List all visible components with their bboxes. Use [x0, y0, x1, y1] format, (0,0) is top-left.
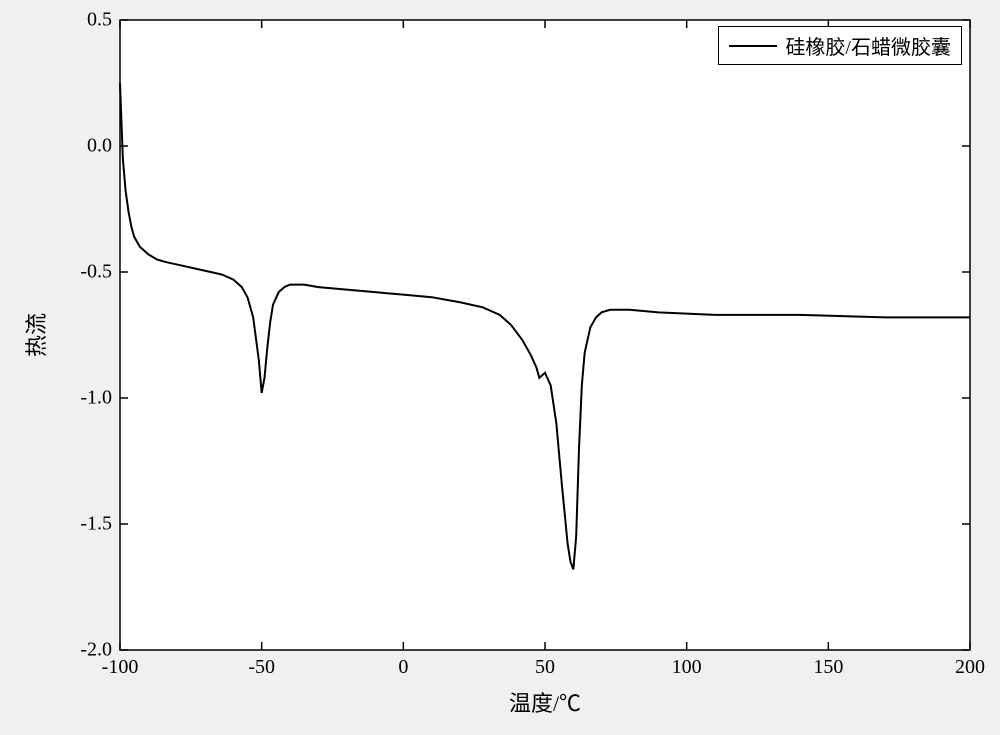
- y-axis-title: 热流: [19, 313, 51, 357]
- x-tick-label: 100: [672, 656, 702, 679]
- y-tick-label: 0.5: [70, 9, 112, 32]
- x-tick-label: 50: [535, 656, 555, 679]
- x-tick-label: 0: [398, 656, 408, 679]
- x-axis-title: 温度/℃: [509, 686, 581, 718]
- legend: 硅橡胶/石蜡微胶囊: [718, 26, 962, 65]
- legend-line-sample: [729, 45, 777, 47]
- y-tick-label: -0.5: [70, 261, 112, 284]
- y-tick-label: 0.0: [70, 135, 112, 158]
- legend-label: 硅橡胶/石蜡微胶囊: [785, 31, 951, 60]
- x-tick-label: -50: [248, 656, 275, 679]
- y-tick-label: -1.5: [70, 513, 112, 536]
- y-tick-label: -1.0: [70, 387, 112, 410]
- y-tick-label: -2.0: [70, 639, 112, 662]
- dsc-figure: 硅橡胶/石蜡微胶囊 温度/℃ 热流 -100-50050100150200-2.…: [0, 0, 1000, 735]
- x-tick-label: 150: [813, 656, 843, 679]
- x-tick-label: 200: [955, 656, 985, 679]
- plot-area: 硅橡胶/石蜡微胶囊: [120, 20, 970, 650]
- plot-svg: [120, 20, 970, 650]
